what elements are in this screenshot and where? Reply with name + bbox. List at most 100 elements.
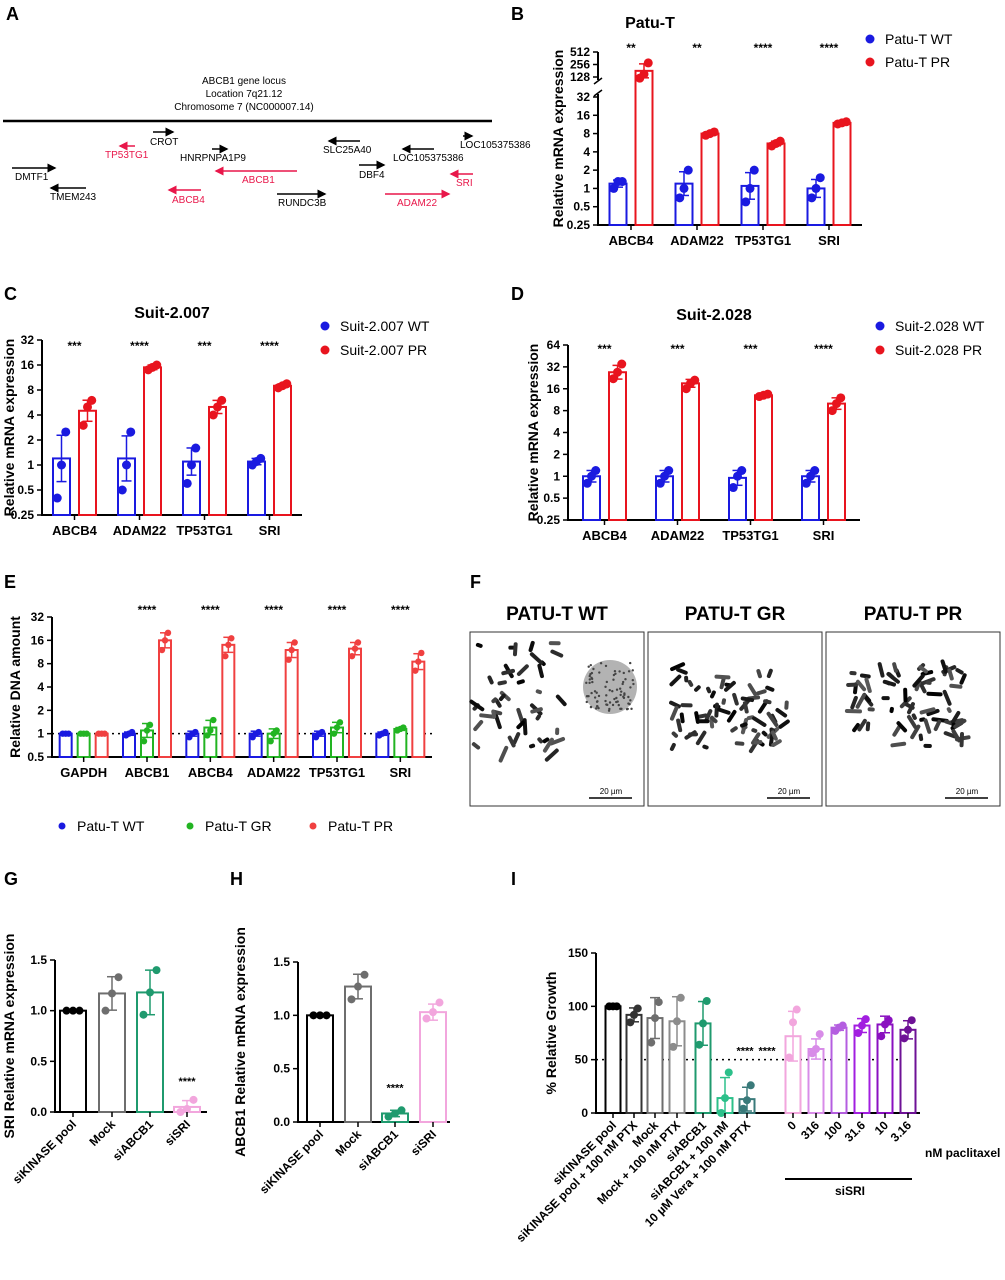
x-tick-label: SRI — [818, 233, 840, 248]
chromosome — [926, 691, 943, 697]
legend-label: Suit-2.007 WT — [340, 318, 430, 334]
data-point — [664, 465, 674, 475]
significance-label: *** — [67, 339, 81, 353]
chromosome — [694, 685, 701, 692]
y-tick-label: 2 — [27, 433, 34, 447]
data-point — [336, 719, 344, 726]
data-point — [422, 1014, 431, 1023]
chromosome — [704, 709, 713, 722]
chromosome — [864, 677, 872, 693]
y-axis-label: Relative mRNA expression — [550, 50, 566, 228]
gene-label: SLC25A40 — [323, 145, 372, 156]
nucleus-texture — [611, 690, 614, 693]
nucleus-texture — [604, 664, 608, 668]
gene-label: HNRPNPA1P9 — [180, 153, 246, 164]
data-point — [143, 727, 151, 734]
panel-label-f: F — [470, 572, 481, 592]
y-tick-label: 64 — [547, 338, 561, 352]
y-tick-label: 32 — [577, 90, 591, 104]
y-tick-label: 2 — [37, 703, 44, 717]
chromosome — [498, 693, 506, 702]
chromosome — [756, 689, 767, 696]
data-point — [309, 1011, 318, 1020]
chromosome — [732, 692, 739, 706]
chromosome — [914, 680, 921, 692]
nucleus-texture — [608, 707, 611, 711]
nucleus-texture — [616, 700, 619, 703]
data-point — [612, 1002, 621, 1011]
bar — [700, 132, 720, 226]
chromosome — [766, 711, 779, 728]
bar — [208, 405, 227, 517]
nucleus-texture — [588, 681, 591, 685]
chromosome — [671, 731, 679, 738]
chromosome — [951, 729, 961, 743]
chromosome — [907, 702, 915, 715]
nucleus-texture — [619, 693, 622, 697]
data-point — [139, 1010, 148, 1019]
nucleus-texture — [598, 671, 601, 674]
data-point — [617, 177, 627, 187]
bar — [94, 732, 109, 759]
data-point — [117, 485, 127, 495]
chromosome — [890, 741, 907, 748]
y-tick-label: 256 — [570, 58, 590, 72]
significance-label: **** — [138, 603, 157, 617]
chromosome — [906, 714, 918, 730]
chromosome — [889, 706, 894, 714]
bar — [604, 1005, 622, 1114]
chromosome — [497, 680, 507, 686]
y-tick-label: 2 — [583, 163, 590, 177]
legend-marker — [865, 34, 875, 44]
chromosome — [953, 718, 967, 729]
bar — [306, 1014, 334, 1123]
data-point — [749, 165, 759, 175]
legend-label: Suit-2.028 WT — [895, 318, 985, 334]
data-point — [222, 652, 229, 660]
bar — [832, 121, 852, 226]
data-point — [204, 732, 211, 739]
chromosome — [491, 697, 498, 704]
chromosome — [765, 685, 775, 692]
bar — [221, 643, 236, 758]
data-point — [877, 1032, 886, 1041]
data-point — [785, 1053, 794, 1062]
data-point — [322, 1011, 331, 1020]
data-point — [182, 478, 192, 488]
x-tick-label: TP53TG1 — [176, 523, 232, 538]
nucleus-texture — [608, 701, 612, 704]
chromosome — [549, 736, 566, 746]
nucleus-texture — [618, 670, 621, 673]
chromosome — [714, 702, 719, 718]
y-tick-label: 0.25 — [537, 513, 561, 527]
significance-label: **** — [178, 1076, 196, 1088]
nucleus-texture — [587, 665, 590, 668]
legend-marker — [320, 345, 330, 355]
data-point — [739, 1104, 748, 1113]
y-axis-label: Relative mRNA expression — [1, 339, 17, 517]
significance-label: ** — [692, 41, 702, 55]
data-point — [382, 728, 389, 736]
bar — [625, 1013, 643, 1114]
significance-label: *** — [670, 342, 684, 356]
legend-label: Patu-T PR — [885, 54, 950, 70]
nucleus-texture — [632, 682, 635, 686]
nucleus-texture — [593, 690, 597, 693]
chromosome — [669, 705, 679, 721]
x-tick-label: siSRI — [162, 1117, 193, 1148]
chart-panel: 0.25 0.5 1 2 4 8 16 32 64 Relative mRNA expressio… — [525, 307, 985, 543]
data-point — [626, 1018, 635, 1027]
chromosome — [784, 700, 789, 710]
nucleus-texture — [626, 707, 629, 711]
y-tick-label: 100 — [568, 999, 588, 1013]
data-point — [333, 724, 341, 731]
data-point — [721, 1094, 729, 1103]
data-point — [210, 716, 217, 724]
data-point — [807, 193, 817, 203]
x-tick-label: 316 — [798, 1118, 822, 1142]
panel-label-a: A — [6, 4, 19, 24]
data-point — [900, 1034, 909, 1043]
legend-marker — [58, 822, 66, 830]
data-point — [812, 1045, 820, 1053]
chromosome — [528, 743, 536, 749]
